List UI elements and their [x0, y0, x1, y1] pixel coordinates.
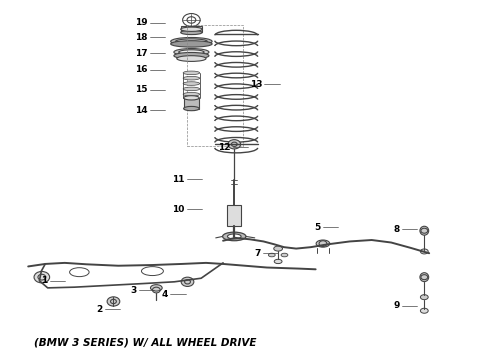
- Ellipse shape: [420, 308, 428, 313]
- Bar: [187, 24, 243, 146]
- Circle shape: [181, 277, 194, 287]
- Ellipse shape: [183, 71, 200, 75]
- Ellipse shape: [171, 37, 212, 45]
- Ellipse shape: [269, 253, 275, 257]
- Ellipse shape: [227, 234, 241, 239]
- Text: 1: 1: [42, 276, 48, 285]
- Ellipse shape: [174, 49, 209, 56]
- Text: 15: 15: [135, 85, 147, 94]
- Ellipse shape: [184, 107, 199, 111]
- Circle shape: [34, 271, 49, 283]
- Ellipse shape: [181, 27, 202, 31]
- Ellipse shape: [181, 30, 202, 35]
- Ellipse shape: [174, 53, 209, 59]
- Ellipse shape: [274, 246, 283, 251]
- Text: 9: 9: [393, 301, 400, 310]
- Ellipse shape: [177, 56, 206, 62]
- Text: 13: 13: [249, 80, 262, 89]
- Text: 5: 5: [314, 222, 320, 231]
- Text: 7: 7: [254, 249, 261, 258]
- Ellipse shape: [183, 87, 200, 91]
- Circle shape: [228, 140, 241, 149]
- Ellipse shape: [316, 240, 330, 247]
- Ellipse shape: [420, 273, 429, 282]
- Text: 10: 10: [172, 205, 184, 214]
- Ellipse shape: [274, 259, 282, 264]
- Ellipse shape: [420, 226, 429, 235]
- Ellipse shape: [222, 232, 246, 241]
- Text: 14: 14: [135, 106, 147, 115]
- Text: 12: 12: [218, 143, 230, 152]
- Text: 17: 17: [135, 49, 147, 58]
- Text: 11: 11: [172, 175, 184, 184]
- Ellipse shape: [150, 285, 162, 291]
- Ellipse shape: [420, 249, 428, 254]
- Bar: [181, 26, 202, 32]
- Text: 18: 18: [135, 33, 147, 42]
- Text: 2: 2: [97, 305, 103, 314]
- Text: 4: 4: [162, 290, 168, 299]
- Ellipse shape: [420, 295, 428, 300]
- Text: (BMW 3 SERIES) W/ ALL WHEEL DRIVE: (BMW 3 SERIES) W/ ALL WHEEL DRIVE: [34, 338, 256, 347]
- Ellipse shape: [183, 93, 200, 96]
- Text: 8: 8: [393, 225, 400, 234]
- Text: 19: 19: [135, 18, 147, 27]
- Bar: [184, 98, 199, 109]
- Ellipse shape: [179, 50, 204, 54]
- Ellipse shape: [183, 82, 200, 85]
- Ellipse shape: [281, 253, 288, 257]
- Ellipse shape: [183, 76, 200, 80]
- Text: 3: 3: [131, 285, 137, 294]
- Circle shape: [107, 297, 120, 306]
- Ellipse shape: [171, 41, 212, 47]
- Text: 16: 16: [135, 66, 147, 75]
- Ellipse shape: [184, 96, 199, 100]
- Bar: [227, 205, 241, 226]
- Ellipse shape: [175, 39, 207, 44]
